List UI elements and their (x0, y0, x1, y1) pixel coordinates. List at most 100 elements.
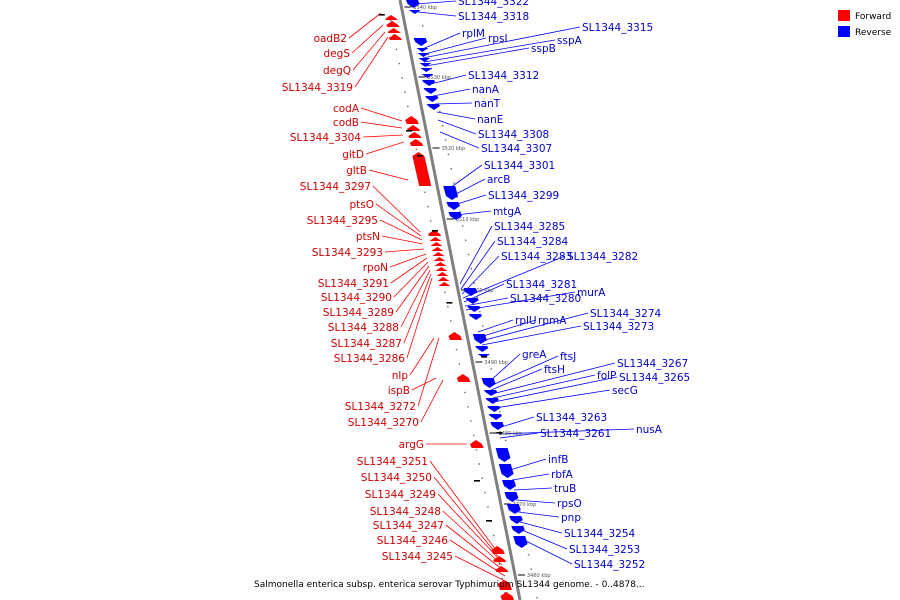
reverse-gene-label[interactable]: sspA (557, 35, 583, 47)
forward-gene-label[interactable]: rpoN (363, 262, 388, 274)
reverse-gene-label[interactable]: SL1344_3273 (583, 321, 654, 333)
reverse-gene-feature[interactable] (475, 346, 489, 352)
reverse-gene-feature[interactable] (417, 58, 431, 62)
reverse-gene-feature[interactable] (467, 306, 481, 312)
forward-gene-label[interactable]: SL1344_3291 (318, 278, 389, 290)
reverse-gene-label[interactable]: ftsJ (560, 351, 576, 363)
forward-gene-feature[interactable] (470, 440, 484, 448)
forward-gene-feature[interactable] (387, 28, 401, 33)
reverse-gene-feature[interactable] (425, 96, 439, 102)
forward-gene-label[interactable]: degS (324, 48, 351, 60)
reverse-gene-feature[interactable] (509, 516, 523, 524)
forward-gene-label[interactable]: SL1344_3297 (300, 181, 371, 193)
reverse-gene-label[interactable]: murA (577, 287, 606, 299)
reverse-gene-label[interactable]: SL1344_3263 (536, 412, 607, 424)
reverse-gene-label[interactable]: SL1344_3252 (574, 559, 645, 571)
forward-gene-label[interactable]: ptsN (356, 231, 380, 243)
reverse-gene-label[interactable]: SL1344_3265 (619, 372, 690, 384)
forward-gene-feature[interactable] (408, 132, 422, 138)
forward-gene-feature[interactable] (433, 257, 447, 261)
forward-gene-feature[interactable] (435, 267, 449, 271)
reverse-gene-label[interactable]: SL1344_3274 (590, 308, 662, 320)
forward-gene-feature[interactable] (430, 242, 444, 246)
reverse-gene-label[interactable]: SL1344_3315 (582, 22, 653, 34)
forward-gene-label[interactable]: SL1344_3288 (328, 322, 399, 334)
reverse-gene-label[interactable]: rpsI (488, 33, 508, 45)
forward-gene-label[interactable]: SL1344_3290 (321, 292, 392, 304)
reverse-gene-label[interactable]: SL1344_3285 (494, 221, 565, 233)
reverse-gene-feature[interactable] (416, 53, 430, 57)
reverse-gene-feature[interactable] (498, 464, 514, 478)
forward-gene-feature[interactable] (495, 566, 509, 572)
reverse-gene-feature[interactable] (511, 526, 525, 534)
forward-gene-label[interactable]: SL1344_3272 (345, 401, 416, 413)
reverse-gene-label[interactable]: rplU (515, 315, 537, 327)
reverse-gene-label[interactable]: SL1344_3253 (569, 544, 640, 556)
forward-gene-label[interactable]: SL1344_3289 (323, 307, 394, 319)
reverse-gene-feature[interactable] (423, 88, 437, 94)
forward-gene-feature[interactable] (436, 272, 450, 276)
reverse-gene-label[interactable]: rpmA (538, 315, 567, 327)
forward-gene-feature[interactable] (429, 237, 443, 241)
forward-gene-label[interactable]: degQ (323, 65, 351, 77)
forward-gene-feature[interactable] (386, 21, 400, 27)
reverse-gene-label[interactable]: nanE (477, 114, 503, 126)
reverse-gene-label[interactable]: SL1344_3281 (506, 279, 577, 291)
reverse-gene-label[interactable]: infB (548, 454, 568, 466)
forward-gene-label[interactable]: ispB (388, 385, 410, 397)
forward-gene-feature[interactable] (437, 277, 451, 281)
reverse-gene-label[interactable]: ftsH (544, 364, 565, 376)
reverse-gene-feature[interactable] (426, 104, 440, 110)
reverse-gene-feature[interactable] (504, 492, 519, 502)
reverse-gene-label[interactable]: SL1344_3299 (488, 190, 559, 202)
forward-gene-feature[interactable] (434, 262, 448, 266)
forward-gene-feature[interactable] (491, 546, 505, 554)
reverse-gene-feature[interactable] (506, 504, 521, 514)
reverse-gene-label[interactable]: pnp (561, 512, 581, 524)
reverse-gene-feature[interactable] (484, 390, 498, 396)
reverse-gene-feature[interactable] (502, 480, 516, 490)
reverse-gene-feature[interactable] (472, 334, 487, 344)
reverse-gene-feature[interactable] (443, 186, 458, 200)
reverse-gene-label[interactable]: SL1344_3318 (458, 11, 529, 23)
forward-gene-label[interactable]: argG (399, 439, 424, 451)
forward-gene-label[interactable]: SL1344_3293 (312, 247, 383, 259)
forward-gene-label[interactable]: SL1344_3251 (357, 456, 428, 468)
reverse-gene-label[interactable]: greA (522, 349, 547, 361)
forward-gene-label[interactable]: SL1344_3246 (377, 535, 449, 547)
reverse-gene-feature[interactable] (495, 448, 511, 462)
reverse-gene-label[interactable]: truB (554, 483, 576, 495)
forward-gene-feature[interactable] (432, 252, 446, 256)
forward-gene-label[interactable]: codB (333, 117, 359, 129)
reverse-gene-feature[interactable] (481, 378, 496, 388)
reverse-gene-label[interactable]: SL1344_3282 (567, 251, 638, 263)
reverse-gene-label[interactable]: folP (597, 370, 616, 382)
reverse-gene-label[interactable]: secG (612, 385, 638, 397)
forward-gene-label[interactable]: gltD (342, 149, 364, 161)
forward-gene-label[interactable]: SL1344_3245 (382, 551, 453, 563)
forward-gene-feature[interactable] (407, 125, 421, 131)
forward-gene-label[interactable]: codA (333, 103, 360, 115)
reverse-gene-label[interactable]: rplM (462, 28, 485, 40)
forward-gene-label[interactable]: SL1344_3319 (282, 82, 353, 94)
reverse-gene-label[interactable]: SL1344_3308 (478, 129, 549, 141)
forward-gene-feature[interactable] (428, 230, 442, 236)
forward-gene-label[interactable]: SL1344_3248 (370, 506, 441, 518)
reverse-gene-label[interactable]: arcB (487, 174, 511, 186)
forward-gene-feature[interactable] (500, 592, 514, 600)
reverse-gene-label[interactable]: SL1344_3261 (540, 428, 611, 440)
forward-gene-feature[interactable] (388, 34, 402, 40)
reverse-gene-label[interactable]: SL1344_3322 (458, 0, 529, 8)
reverse-gene-label[interactable]: nusA (636, 424, 663, 436)
reverse-gene-feature[interactable] (406, 0, 420, 8)
forward-gene-feature[interactable] (498, 580, 512, 590)
reverse-gene-label[interactable]: nanA (472, 84, 500, 96)
reverse-gene-feature[interactable] (420, 74, 434, 78)
forward-gene-label[interactable]: nlp (392, 370, 409, 382)
forward-gene-feature[interactable] (438, 282, 452, 286)
reverse-gene-feature[interactable] (490, 422, 504, 430)
reverse-gene-feature[interactable] (465, 298, 479, 304)
forward-gene-label[interactable]: SL1344_3249 (365, 489, 436, 501)
reverse-gene-feature[interactable] (468, 314, 482, 320)
forward-gene-feature[interactable] (385, 15, 398, 20)
